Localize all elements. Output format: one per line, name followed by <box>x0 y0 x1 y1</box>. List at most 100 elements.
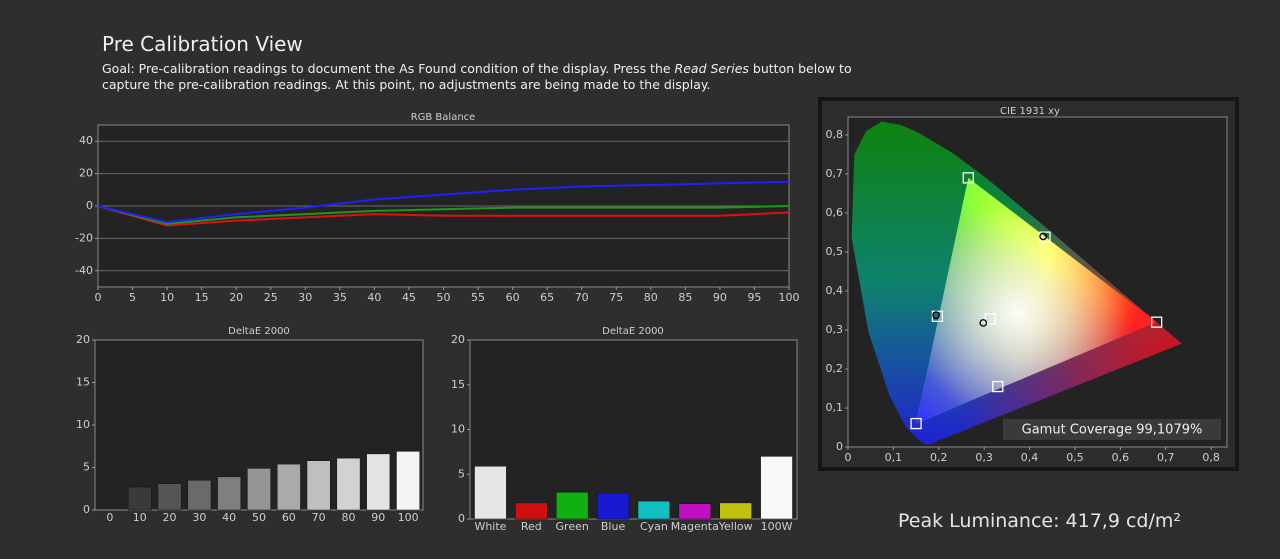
y-tick-label: 40 <box>79 134 93 147</box>
bar <box>637 500 671 520</box>
gamut-triangle-white <box>916 177 1157 424</box>
x-tick-label: 0,2 <box>930 451 948 464</box>
bar <box>217 476 242 511</box>
x-tick-label: 100 <box>779 291 800 304</box>
x-tick-label: 0 <box>95 291 102 304</box>
x-tick-label: 0,1 <box>885 451 903 464</box>
x-tick-label: 0,3 <box>975 451 993 464</box>
x-tick-label: 85 <box>678 291 692 304</box>
x-tick-label: 30 <box>192 511 206 524</box>
y-tick-label: 0 <box>458 512 465 525</box>
x-tick-label: 60 <box>282 511 296 524</box>
x-tick-label: 0,7 <box>1157 451 1175 464</box>
y-tick-label: 20 <box>79 167 93 180</box>
y-tick-label: 0 <box>86 199 93 212</box>
line-series <box>97 205 790 225</box>
x-tick-label: 55 <box>471 291 485 304</box>
target-point <box>962 172 974 184</box>
x-tick-label: 50 <box>252 511 266 524</box>
target-point <box>992 380 1004 393</box>
x-tick-label: 60 <box>506 291 520 304</box>
measured-point <box>979 319 988 327</box>
bar <box>555 491 589 520</box>
y-tick-label: -20 <box>75 231 93 244</box>
y-tick-label: 0 <box>836 440 843 453</box>
bar <box>247 468 271 511</box>
bar <box>396 451 420 511</box>
y-tick-label: 5 <box>458 467 465 480</box>
y-tick-label: 0,1 <box>826 401 844 414</box>
line-series <box>97 180 790 224</box>
x-tick-label: 70 <box>575 291 589 304</box>
x-tick-label: Magenta <box>671 520 719 533</box>
x-tick-label: 35 <box>333 291 347 304</box>
x-tick-label: 10 <box>133 511 147 524</box>
bar <box>127 486 152 511</box>
goal-text-part: button below to capture the pre-calibrat… <box>102 61 852 92</box>
chart-title: DeltaE 2000 <box>228 326 290 337</box>
x-tick-label: 0,5 <box>1066 451 1084 464</box>
peak-luminance: Peak Luminance: 417,9 cd/m² <box>898 510 1182 532</box>
y-tick-label: 15 <box>451 378 465 391</box>
goal-button-name: Read Series <box>674 61 749 76</box>
chart-title: CIE 1931 xy <box>1000 106 1060 117</box>
y-tick-label: 10 <box>76 418 90 431</box>
y-tick-label: 0 <box>83 503 90 516</box>
y-tick-label: 0,7 <box>826 167 844 180</box>
y-tick-label: 0,5 <box>826 245 844 258</box>
annotation-box <box>1003 419 1221 440</box>
line-series <box>97 205 790 227</box>
y-tick-label: -40 <box>75 264 93 277</box>
x-tick-label: 50 <box>437 291 451 304</box>
target-point <box>910 417 922 430</box>
x-tick-label: 65 <box>540 291 554 304</box>
x-tick-label: 80 <box>341 511 355 524</box>
measured-point <box>932 311 940 320</box>
x-tick-label: 30 <box>298 291 312 304</box>
x-tick-label: 15 <box>195 291 209 304</box>
x-tick-label: 70 <box>312 511 326 524</box>
measured-point <box>1039 232 1048 241</box>
bar <box>157 483 182 511</box>
x-tick-label: 0,4 <box>1021 451 1039 464</box>
y-tick-label: 20 <box>76 333 90 346</box>
bar <box>474 465 507 520</box>
x-tick-label: 95 <box>747 291 761 304</box>
bar <box>187 480 212 511</box>
y-tick-label: 0,2 <box>826 362 844 375</box>
annotation: Gamut Coverage 99,1079% <box>1022 423 1203 438</box>
x-tick-label: 90 <box>713 291 727 304</box>
x-tick-label: 0,6 <box>1112 451 1130 464</box>
bar <box>760 456 793 520</box>
target-point <box>984 313 996 325</box>
x-tick-label: Red <box>521 520 542 533</box>
bar <box>719 502 752 520</box>
x-tick-label: White <box>474 520 506 533</box>
bar <box>276 463 301 511</box>
x-tick-label: 0 <box>106 511 113 524</box>
x-tick-label: Cyan <box>640 520 668 533</box>
x-tick-label: 25 <box>264 291 278 304</box>
y-tick-label: 0,8 <box>826 128 844 141</box>
chart-title: DeltaE 2000 <box>602 326 664 337</box>
x-tick-label: 100 <box>398 511 419 524</box>
bar <box>596 492 630 520</box>
bar <box>336 457 361 511</box>
x-tick-label: 90 <box>371 511 385 524</box>
x-tick-label: 40 <box>367 291 381 304</box>
y-tick-label: 10 <box>451 423 465 436</box>
bar <box>515 502 548 520</box>
page-title: Pre Calibration View <box>102 32 303 56</box>
y-tick-label: 0,3 <box>826 323 844 336</box>
x-tick-label: Green <box>556 520 589 533</box>
x-tick-label: 80 <box>644 291 658 304</box>
target-point <box>1150 316 1163 328</box>
x-tick-label: 0 <box>845 451 852 464</box>
x-tick-label: Yellow <box>718 520 753 533</box>
bar <box>366 453 391 511</box>
goal-text: Goal: Pre-calibration readings to docume… <box>102 61 862 93</box>
y-tick-label: 5 <box>83 461 90 474</box>
goal-text-part: Goal: Pre-calibration readings to docume… <box>102 61 675 76</box>
chart-title: RGB Balance <box>411 112 476 123</box>
